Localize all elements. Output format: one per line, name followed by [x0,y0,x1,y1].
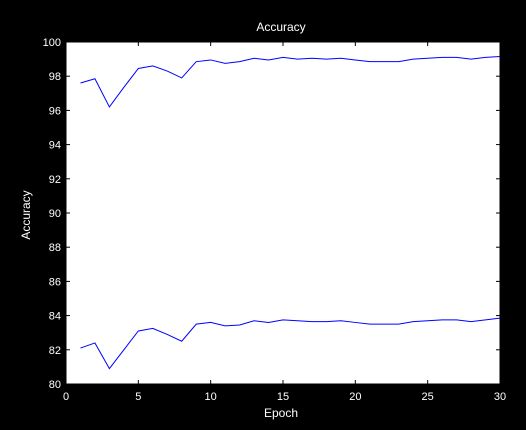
axes-frame [65,41,501,385]
accuracy-line-chart: Accuracy 0 5 10 15 20 25 30 80 82 84 86 88 90 92 94 96 9… [19,20,506,420]
x-tick-label: 5 [135,391,141,403]
x-tick-label: 25 [422,391,434,403]
axes-background [66,42,500,384]
chart-title: Accuracy [256,20,305,34]
x-tick-label: 0 [63,391,69,403]
x-tick-label: 20 [349,391,361,403]
x-axis-label: Epoch [264,406,298,420]
y-axis-label: Accuracy [19,190,33,239]
y-tick-label: 80 [49,379,61,391]
x-tick-label: 10 [205,391,217,403]
y-tick-label: 100 [43,37,61,49]
y-tick-label: 86 [49,276,61,288]
y-tick-label: 98 [49,71,61,83]
y-tick-label: 90 [49,208,61,220]
chart-figure: Accuracy 0 5 10 15 20 25 30 80 82 84 86 88 90 92 94 96 9… [5,5,520,423]
plot-area: 0 5 10 15 20 25 30 80 82 84 86 88 90 92 94 96 98 100 [43,37,506,403]
series-line-1 [80,56,501,108]
x-tick-label: 30 [494,391,506,403]
y-tick-label: 92 [49,174,61,186]
y-tick-label: 84 [49,311,61,323]
y-tick-label: 96 [49,105,61,117]
y-tick-label: 94 [49,140,61,152]
y-tick-label: 88 [49,242,61,254]
series-line-2 [80,317,501,370]
y-tick-label: 82 [49,345,61,357]
x-tick-label: 15 [277,391,289,403]
